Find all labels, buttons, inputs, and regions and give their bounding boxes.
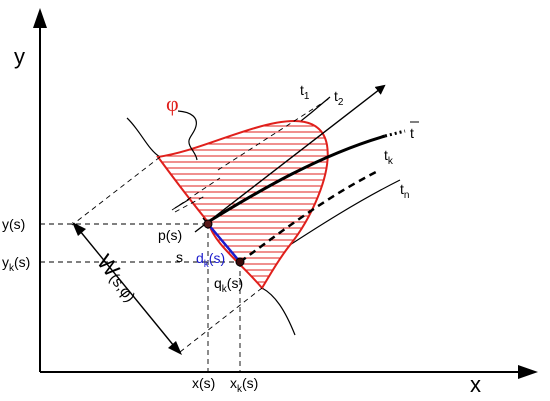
tn-label: tn [400, 181, 409, 201]
curve-t1-dashed [171, 177, 221, 211]
phi-callout-line [177, 110, 198, 161]
curve-tk [239, 168, 381, 264]
point-q [235, 257, 245, 267]
phi-label: φ [166, 91, 179, 116]
curve-tbar [207, 134, 386, 224]
d-label: dk(s) [196, 250, 225, 270]
curve-tbar-dotted-end [384, 129, 406, 138]
yks-tick-label: yk(s) [2, 254, 30, 274]
s-label: s [176, 249, 183, 265]
tangent-arrow [194, 84, 386, 233]
p-label: p(s) [158, 227, 182, 243]
y-axis-label: y [14, 44, 25, 69]
point-p [203, 219, 213, 229]
x-axis-label: x [470, 372, 481, 397]
y-axis-arrowhead [33, 8, 47, 28]
t1-label: t1 [300, 82, 310, 102]
xks-tick-label: xk(s) [230, 375, 258, 395]
axes [33, 8, 538, 379]
lower-right-boundary [261, 287, 296, 336]
svg-text:W(s,φ): W(s,φ) [92, 250, 144, 306]
tk-label: tk [384, 147, 394, 167]
upper-left-boundary [126, 117, 161, 158]
ys-tick-label: y(s) [2, 216, 25, 232]
support-line-upper [71, 156, 161, 226]
width-label: W(s,φ) [92, 250, 144, 306]
curve-t2-dashed [217, 97, 331, 171]
xs-tick-label: x(s) [192, 375, 215, 391]
projection-lines [40, 97, 331, 372]
tbar-label: t [410, 125, 414, 141]
tangent-dash-extension [174, 195, 206, 213]
width-arrow [72, 222, 182, 355]
q-label: qk(s) [214, 275, 243, 295]
support-line-lower [179, 287, 263, 353]
t2-label: t2 [334, 88, 344, 108]
x-axis-arrowhead [518, 365, 538, 379]
distance-segment [207, 223, 241, 263]
